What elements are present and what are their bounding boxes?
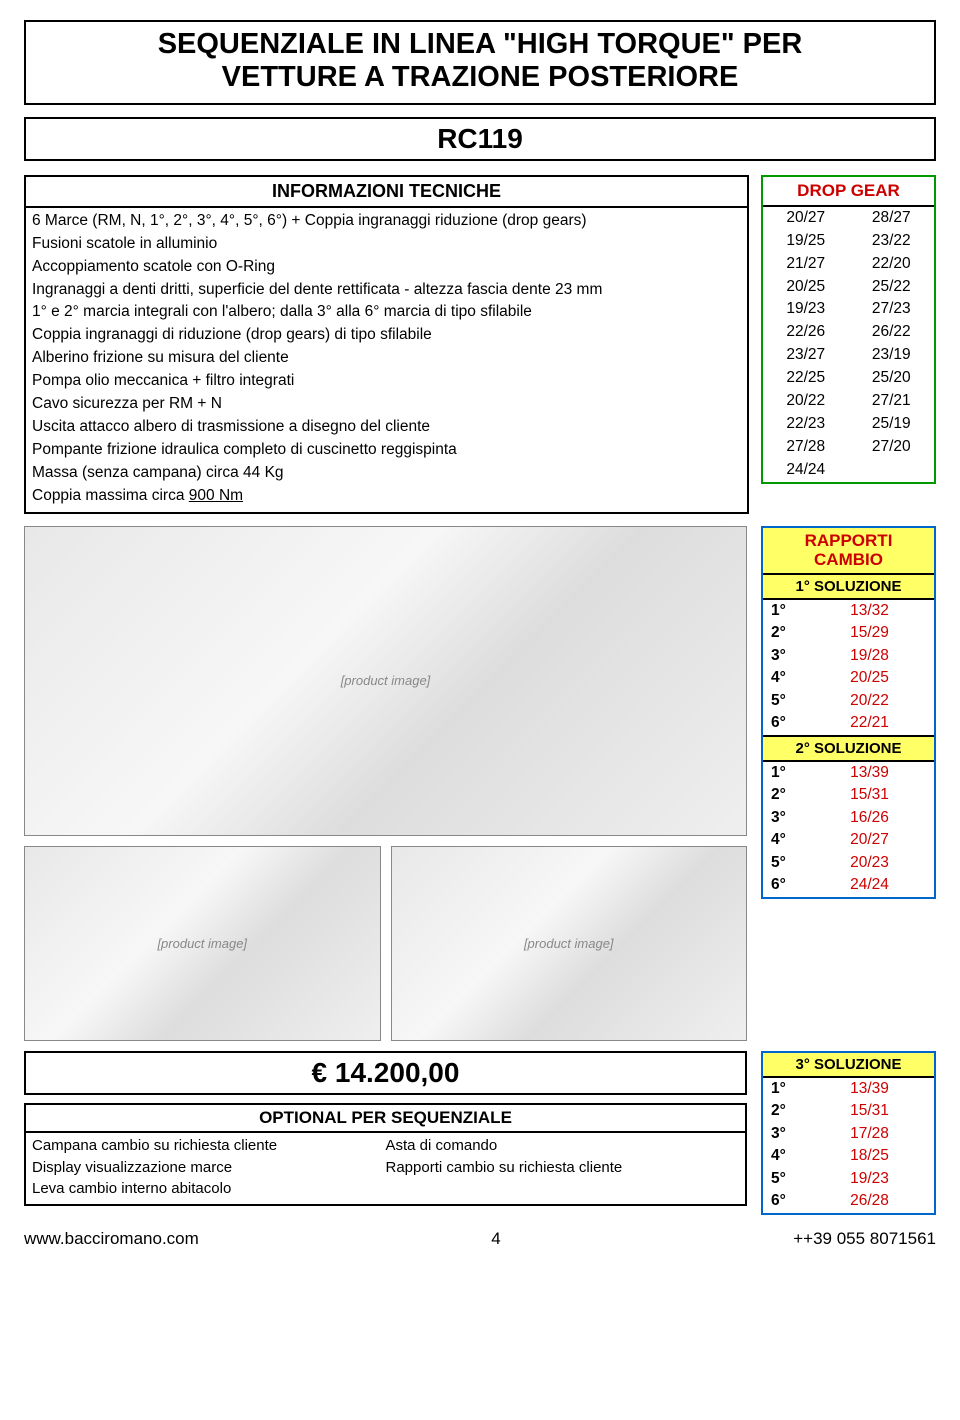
optional-item: Asta di comando [386, 1135, 740, 1157]
drop-row: 23/2723/19 [763, 344, 934, 367]
rapporti-row: 2°15/29 [763, 622, 934, 644]
info-line: Accoppiamento scatole con O-Ring [32, 256, 741, 279]
rapporti-row: 5°20/22 [763, 690, 934, 712]
rapporti-row: 5°20/23 [763, 852, 934, 874]
rapporti-box: RAPPORTI CAMBIO 1° SOLUZIONE1°13/322°15/… [761, 526, 936, 899]
rapporti-body: 1° SOLUZIONE1°13/322°15/293°19/284°20/25… [763, 575, 934, 897]
rapporti-row: 3°19/28 [763, 645, 934, 667]
info-line: Alberino frizione su misura del cliente [32, 347, 741, 370]
drop-row: 19/2523/22 [763, 230, 934, 253]
gearbox-image-rear: [product image] [391, 846, 748, 1041]
rapporti-title-1: RAPPORTI [805, 531, 893, 550]
drop-gear-box: DROP GEAR 20/2728/2719/2523/2221/2722/20… [761, 175, 936, 484]
rapporti-row: 5°19/23 [763, 1168, 934, 1190]
info-line: Cavo sicurezza per RM + N [32, 393, 741, 416]
optional-left: Campana cambio su richiesta clienteDispl… [32, 1135, 386, 1200]
rapporti-row: 1°13/32 [763, 600, 934, 622]
rapporti-box-cont: 3° SOLUZIONE1°13/392°15/313°17/284°18/25… [761, 1051, 936, 1215]
rapporti-row: 6°24/24 [763, 874, 934, 896]
optional-item: Campana cambio su richiesta cliente [32, 1135, 386, 1157]
drop-row: 22/2325/19 [763, 413, 934, 436]
rapporti-row: 3°17/28 [763, 1123, 934, 1145]
rapporti-row: 6°26/28 [763, 1190, 934, 1212]
drop-row: 27/2827/20 [763, 436, 934, 459]
drop-row: 21/2722/20 [763, 253, 934, 276]
image-column: [product image] [product image] [product… [24, 526, 747, 1041]
rapporti-row: 4°20/25 [763, 667, 934, 689]
rapporti-title-2: CAMBIO [814, 550, 883, 569]
rapporti-continue: 3° SOLUZIONE1°13/392°15/313°17/284°18/25… [761, 1051, 936, 1215]
info-line: 1° e 2° marcia integrali con l'albero; d… [32, 301, 741, 324]
rapporti-row: 1°13/39 [763, 762, 934, 784]
info-line: 6 Marce (RM, N, 1°, 2°, 3°, 4°, 5°, 6°) … [32, 210, 741, 233]
rapporti-row: 2°15/31 [763, 1100, 934, 1122]
title-box: SEQUENZIALE IN LINEA "HIGH TORQUE" PER V… [24, 20, 936, 105]
title-line-1: SEQUENZIALE IN LINEA "HIGH TORQUE" PER [36, 28, 924, 61]
solution-header: 3° SOLUZIONE [763, 1051, 934, 1078]
info-line: Massa (senza campana) circa 44 Kg [32, 462, 741, 485]
optional-item: Leva cambio interno abitacolo [32, 1178, 386, 1200]
info-line: Pompante frizione idraulica completo di … [32, 439, 741, 462]
info-line: Uscita attacco albero di trasmissione a … [32, 416, 741, 439]
solution-header: 1° SOLUZIONE [763, 575, 934, 600]
drop-gear-header: DROP GEAR [763, 177, 934, 207]
footer: www.bacciromano.com 4 ++39 055 8071561 [24, 1229, 936, 1249]
info-box: INFORMAZIONI TECNICHE 6 Marce (RM, N, 1°… [24, 175, 749, 514]
solution-header: 2° SOLUZIONE [763, 735, 934, 762]
footer-left: www.bacciromano.com [24, 1229, 199, 1249]
rapporti-row: 6°22/21 [763, 712, 934, 734]
drop-row: 24/24 [763, 459, 934, 482]
optional-item: Rapporti cambio su richiesta cliente [386, 1157, 740, 1179]
footer-right: ++39 055 8071561 [793, 1229, 936, 1249]
optional-item: Display visualizzazione marce [32, 1157, 386, 1179]
rapporti-column: RAPPORTI CAMBIO 1° SOLUZIONE1°13/322°15/… [761, 526, 936, 899]
info-line: Coppia ingranaggi di riduzione (drop gea… [32, 324, 741, 347]
rapporti-row: 2°15/31 [763, 784, 934, 806]
optional-header: OPTIONAL PER SEQUENZIALE [26, 1105, 745, 1133]
rapporti-row: 4°20/27 [763, 829, 934, 851]
info-line: Fusioni scatole in alluminio [32, 233, 741, 256]
drop-row: 20/2728/27 [763, 207, 934, 230]
info-line: Coppia massima circa 900 Nm [32, 485, 741, 508]
drop-row: 22/2525/20 [763, 367, 934, 390]
info-body: 6 Marce (RM, N, 1°, 2°, 3°, 4°, 5°, 6°) … [26, 208, 747, 512]
drop-row: 22/2626/22 [763, 321, 934, 344]
info-header: INFORMAZIONI TECNICHE [26, 177, 747, 208]
drop-gear-body: 20/2728/2719/2523/2221/2722/2020/2525/22… [763, 207, 934, 482]
gearbox-image-main: [product image] [24, 526, 747, 836]
info-line: Ingranaggi a denti dritti, superficie de… [32, 279, 741, 302]
bottom-left: € 14.200,00 OPTIONAL PER SEQUENZIALE Cam… [24, 1051, 747, 1215]
optional-box: OPTIONAL PER SEQUENZIALE Campana cambio … [24, 1103, 747, 1206]
drop-row: 20/2227/21 [763, 390, 934, 413]
info-line: Pompa olio meccanica + filtro integrati [32, 370, 741, 393]
footer-center: 4 [491, 1229, 500, 1249]
drop-row: 20/2525/22 [763, 276, 934, 299]
title-line-2: VETTURE A TRAZIONE POSTERIORE [36, 61, 924, 94]
rapporti-row: 4°18/25 [763, 1145, 934, 1167]
gearbox-image-front: [product image] [24, 846, 381, 1041]
rapporti-row: 3°16/26 [763, 807, 934, 829]
rapporti-row: 1°13/39 [763, 1078, 934, 1100]
subtitle: RC119 [30, 123, 930, 155]
drop-row: 19/2327/23 [763, 298, 934, 321]
rapporti-title: RAPPORTI CAMBIO [763, 528, 934, 575]
subtitle-box: RC119 [24, 117, 936, 161]
price-box: € 14.200,00 [24, 1051, 747, 1095]
optional-right: Asta di comandoRapporti cambio su richie… [386, 1135, 740, 1200]
